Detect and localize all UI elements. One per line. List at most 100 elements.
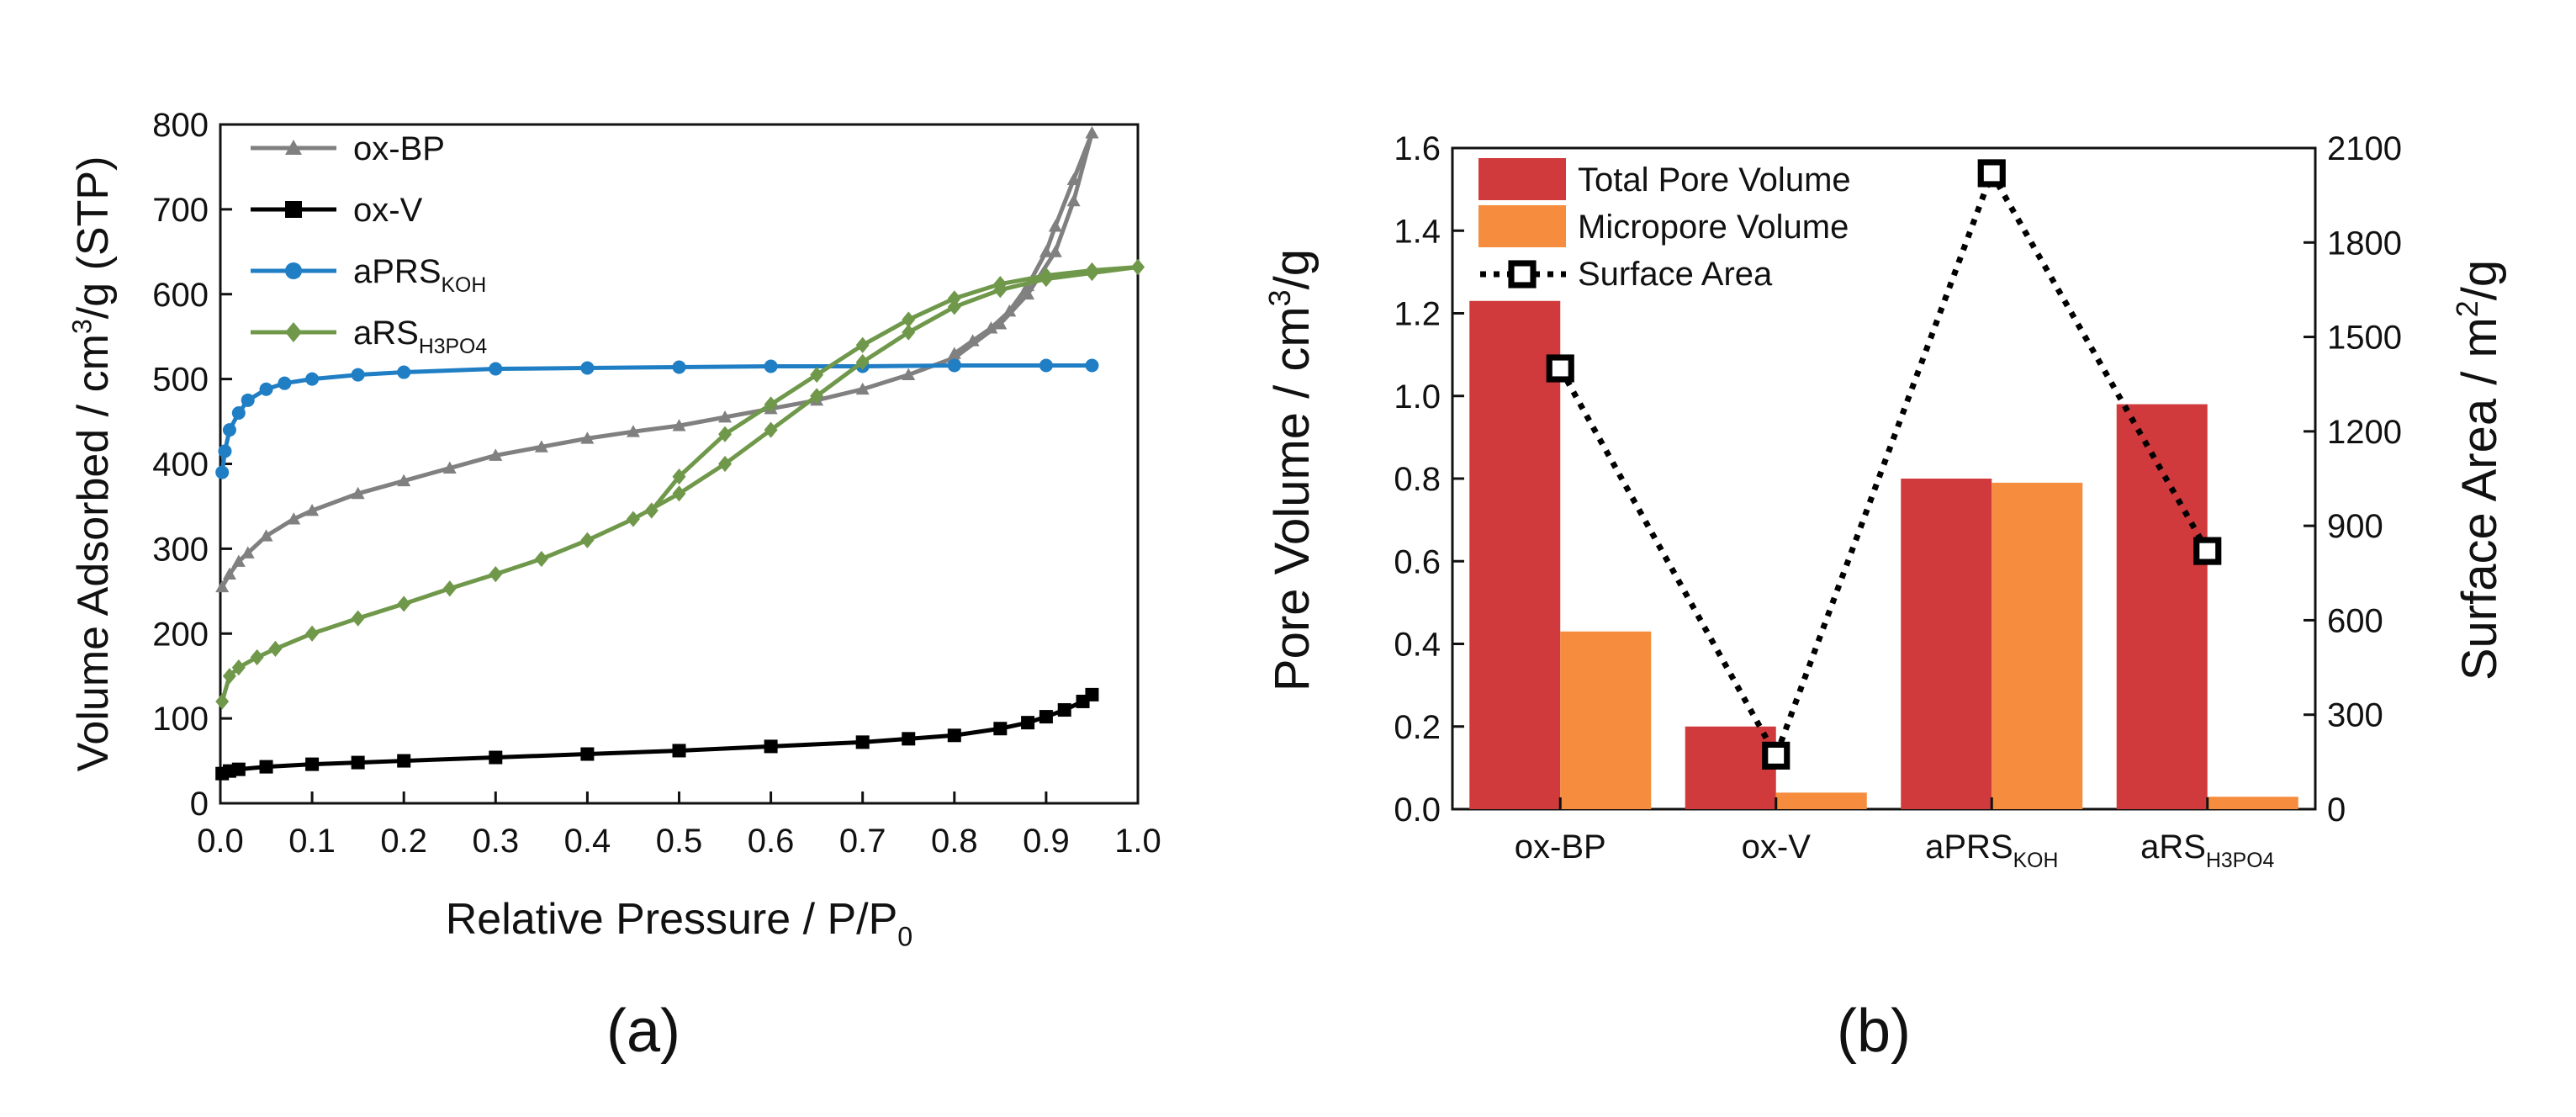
series-ox_v [215,687,1099,781]
y2-tick-label: 0 [2327,791,2346,828]
data-point [672,469,686,485]
data-point [580,361,595,375]
data-point [1039,267,1053,284]
data-point [718,410,733,423]
data-point [259,529,273,542]
y-tick-label: 0.0 [1394,791,1441,828]
data-point [351,486,365,500]
data-point [489,448,503,461]
data-point [855,336,870,353]
y-tick-label: 100 [152,701,209,738]
surface-area-point [1546,354,1574,383]
data-point [764,359,778,373]
data-point [231,762,246,776]
data-point [947,299,961,315]
data-point [442,461,457,474]
data-point [397,754,411,768]
x-tick-label: 0.4 [564,823,611,860]
data-point [250,648,264,666]
y2-tick-label: 1800 [2327,225,2402,262]
data-point [1039,710,1053,724]
x-tick-label: 0.8 [931,823,978,860]
data-point [268,640,283,658]
legend-marker [285,322,302,342]
data-point [672,485,686,502]
bar-total-pore-volume [1685,726,1776,809]
data-point [718,455,733,473]
data-point [489,750,503,765]
legend-marker [285,201,302,218]
series-ars_h3po4 [215,258,1145,710]
data-point [965,334,980,347]
data-point [984,321,998,334]
series-ox_bp [215,126,1099,593]
data-point [1066,193,1081,207]
category-label: aPRSKOH [1925,828,2058,872]
data-point [305,757,320,771]
panel-b-label: (b) [1837,998,1911,1065]
legend-swatch-total [1478,158,1566,200]
y2-tick-label: 600 [2327,602,2383,639]
data-point [902,368,916,380]
data-point [534,550,548,568]
y-tick-label: 400 [152,447,209,484]
y-tick-label: 500 [152,362,209,399]
y2-tick-label: 300 [2327,697,2383,734]
data-point [810,366,824,384]
data-point [580,431,595,444]
y-tick-label: 800 [152,107,209,144]
y-axis-title: Volume Adsorbed / cm3/g (STP) [66,156,118,772]
y2-tick-label: 900 [2327,508,2383,545]
y-tick-label: 1.6 [1394,130,1441,167]
data-point [231,554,246,567]
data-point [222,423,236,437]
data-point [902,324,916,341]
x-tick-label: 0.6 [748,823,795,860]
bar-total-pore-volume [1901,479,1992,809]
data-point [764,421,778,438]
surface-area-line [1558,166,2210,763]
y-axis-title: Pore Volume / cm3/g [1262,249,1320,691]
bar-micropore-volume [2207,797,2298,809]
legend-label: Surface Area [1578,256,1773,293]
data-point [222,567,236,580]
data-point [626,511,640,527]
data-point [1057,703,1071,717]
bar-total-pore-volume [2116,404,2208,809]
data-point [222,668,236,685]
legend-marker [1508,260,1537,289]
data-point [534,440,548,453]
panel-a-label: (a) [606,998,680,1065]
isotherm-chart: 0.0 0.1 0.2 0.3 0.4 0.5 0.6 0.7 0.8 0.9 1.0 0 100 200… [66,107,1161,952]
data-point [993,276,1008,293]
legend-swatch-micropore [1478,205,1566,247]
x-tick-label: 0.7 [839,823,886,860]
data-point [489,362,503,376]
surface-area-point [2193,537,2222,565]
data-point [1131,258,1145,276]
data-point [241,393,255,407]
legend-label: Micropore Volume [1578,209,1849,246]
legend-marker [285,262,302,279]
y-tick-label: 1.2 [1394,296,1441,333]
data-point [1085,262,1099,279]
category-label: ox-BP [1515,828,1606,866]
data-point [259,760,273,774]
data-point [764,739,778,754]
data-point [626,425,640,437]
data-point [231,405,246,420]
y2-axis-title: Surface Area / m2/g [2450,260,2507,680]
data-point [442,580,457,597]
y-tick-label: 300 [152,531,209,568]
category-label: aRSH3PO4 [2140,828,2274,872]
y-tick-label: 600 [152,277,209,314]
data-point [672,360,686,374]
category-label: ox-V [1742,828,1812,866]
y-tick-label: 0.6 [1394,543,1441,580]
y-tick-label: 700 [152,192,209,229]
data-point [902,311,916,328]
data-point [1066,172,1081,185]
data-point [287,512,301,525]
legend-label: aPRSKOH [353,253,486,297]
